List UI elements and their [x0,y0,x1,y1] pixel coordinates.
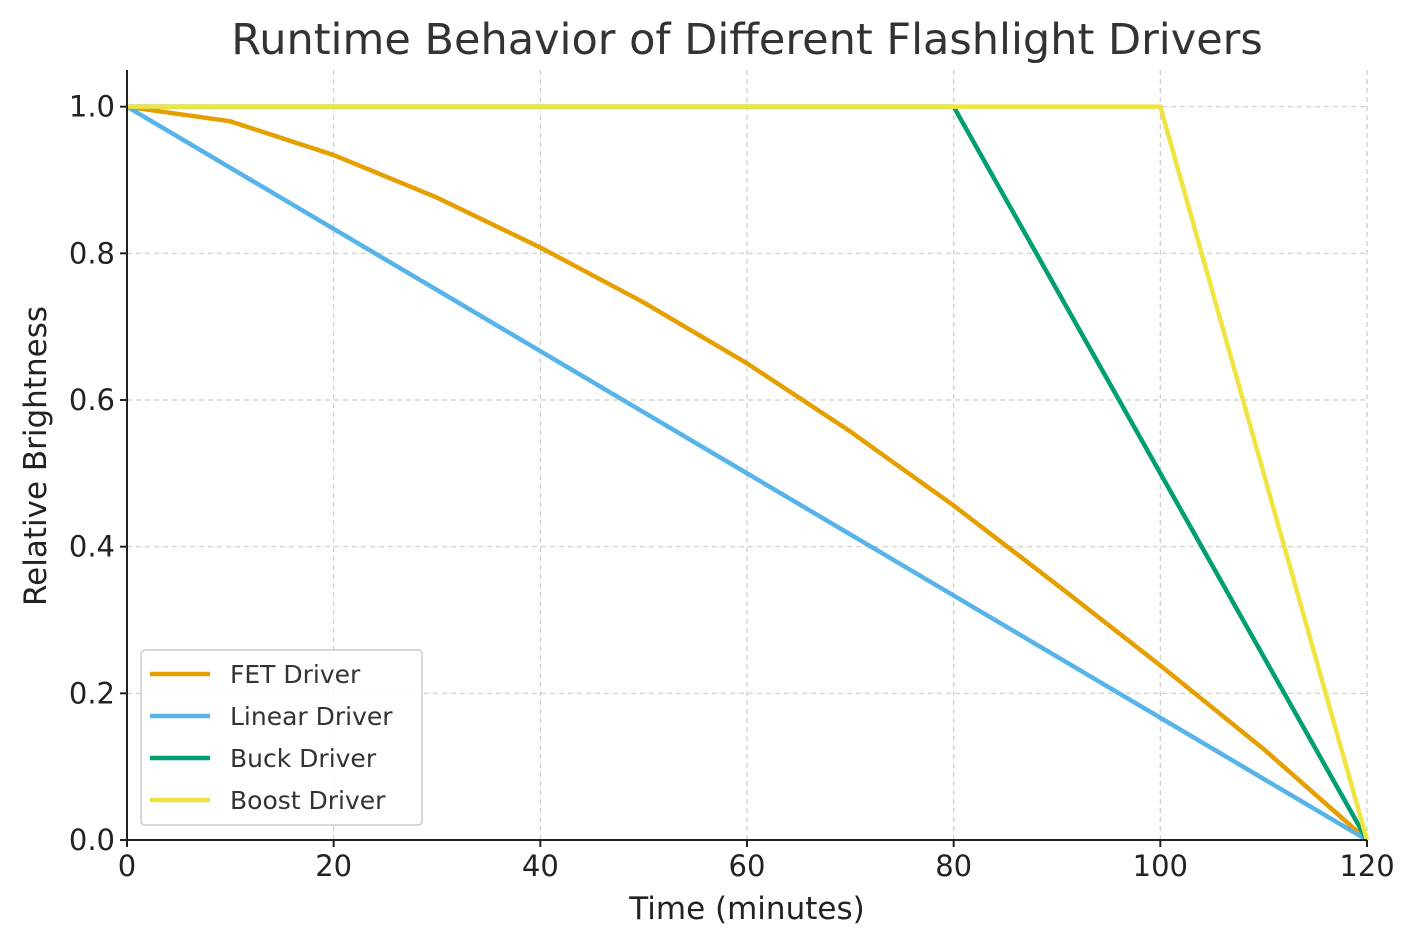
y-tick-label: 0.0 [69,823,115,857]
legend-frame [140,649,423,826]
x-tick-label: 120 [1339,849,1394,883]
series-line-linear-driver [125,104,1369,842]
x-tick-label: 80 [935,849,972,883]
series-line-boost-driver [127,104,1370,841]
legend-label: Buck Driver [230,744,377,773]
y-tick-label: 0.6 [69,383,115,417]
legend-label: FET Driver [230,660,361,689]
x-tick-label: 60 [729,849,766,883]
x-tick-label: 100 [1133,849,1188,883]
y-tick-label: 0.2 [69,676,115,710]
legend: FET Driver Linear Driver Buck Driver Boost … [140,649,423,826]
y-tick-label: 1.0 [69,90,115,124]
x-tick-label: 40 [522,849,559,883]
series-lines [125,104,1370,842]
chart-title: Runtime Behavior of Different Flashlight… [231,15,1262,65]
tick-labels: 0 20 40 60 80 100 120 0.0 0.2 0.4 0.6 0.8 1.0 [69,90,1395,883]
y-tick-label: 0.4 [69,530,115,564]
legend-label: Boost Driver [230,786,386,815]
axes [120,70,1368,847]
x-tick-label: 20 [315,849,352,883]
x-axis-label: Time (minutes) [628,891,864,927]
legend-label: Linear Driver [230,702,393,731]
y-tick-label: 0.8 [69,236,115,270]
x-tick-label: 0 [118,849,136,883]
y-axis-label: Relative Brightness [18,306,54,606]
series-line-fet-driver [126,104,1369,842]
